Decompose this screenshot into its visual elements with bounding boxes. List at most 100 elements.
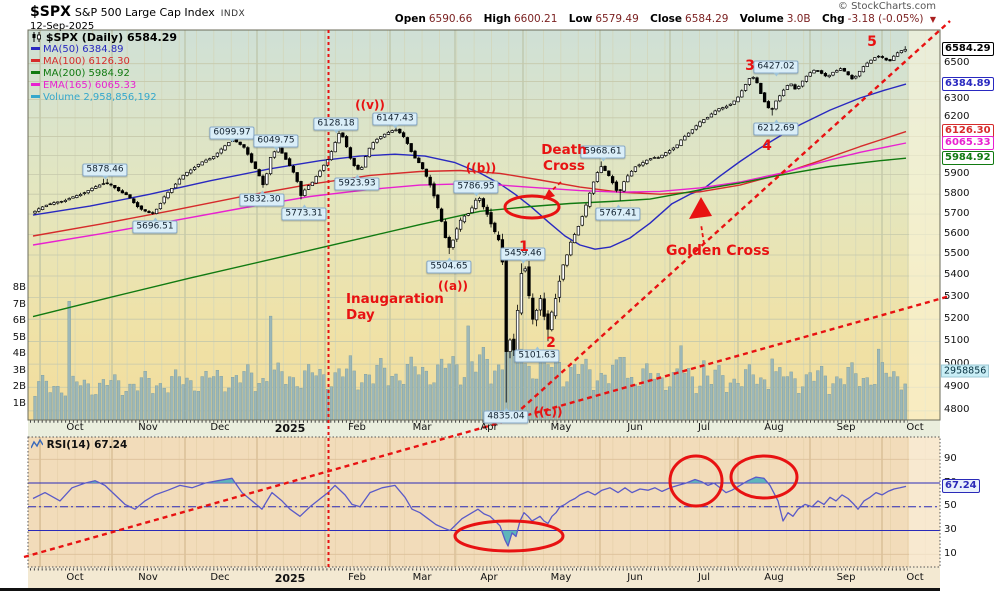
- legend-item-ema165: EMA(165) 6065.33: [31, 80, 177, 92]
- price-callout: 5101.63: [514, 346, 560, 363]
- price-axis-tick: 5200: [944, 312, 970, 324]
- high-label: High: [483, 13, 511, 25]
- volume-legend-value: 2,958,856,192: [83, 92, 157, 103]
- legend-title: $SPX (Daily) 6584.29: [45, 31, 178, 44]
- price-axis-tick: 5900: [944, 168, 970, 180]
- open-label: Open: [394, 13, 426, 25]
- rsi-axis-tick: 10: [944, 547, 957, 559]
- ma100-value: 6126.30: [88, 56, 130, 67]
- elliott-number-label: 2: [546, 335, 556, 351]
- price-axis-box: 6384.89: [942, 77, 994, 92]
- price-callout: 6212.69: [753, 119, 799, 136]
- month-label: Feb: [348, 572, 366, 583]
- legend-item-volume: Volume 2,958,856,192: [31, 92, 177, 104]
- ma200-label: MA(200): [43, 68, 86, 79]
- price-axis-tick: 5300: [944, 290, 970, 302]
- month-label: Aug: [764, 572, 784, 583]
- rsi-line: [32, 476, 907, 547]
- chart-date: 12-Sep-2025: [30, 21, 95, 32]
- price-axis-tick: 5400: [944, 269, 970, 281]
- chg-dropdown-icon[interactable]: ▼: [929, 15, 936, 24]
- price-callout: 5767.41: [595, 204, 641, 221]
- price-callout: 5504.65: [426, 257, 472, 274]
- month-label: 2025: [274, 572, 306, 585]
- price-callout: 6049.75: [253, 134, 299, 151]
- index-name: S&P 500 Large Cap Index: [74, 6, 215, 19]
- volume-axis-tick: 7B: [12, 298, 26, 310]
- price-callout: 6128.18: [313, 117, 359, 134]
- title-block: $SPX S&P 500 Large Cap Index INDX 12-Sep-2…: [30, 1, 245, 32]
- month-label: Jun: [627, 422, 643, 433]
- golden-cross-arrow: [689, 197, 712, 219]
- high-value: 6600.21: [514, 13, 558, 25]
- price-callout: 5459.46: [500, 247, 546, 264]
- volume-axis-tick: 2B: [12, 381, 26, 392]
- month-label: Nov: [138, 572, 158, 583]
- legend-item-ma100: MA(100) 6126.30: [31, 56, 177, 68]
- elliott-number-label: 1: [519, 239, 529, 255]
- price-callout: 5773.31: [281, 204, 327, 221]
- ma-line-MA50: [32, 83, 907, 250]
- rsi-axis-tick: 90: [944, 452, 957, 464]
- elliott-wave-label: ((b)): [465, 161, 497, 175]
- price-callout: 5878.46: [82, 163, 128, 180]
- elliott-wave-label: ((c)): [533, 405, 563, 419]
- ma200-swatch: [31, 71, 40, 74]
- price-axis-tick: 6500: [944, 57, 970, 69]
- price-callout: 5968.61: [580, 145, 626, 162]
- volume-axis-tick: 1B: [12, 397, 26, 409]
- symbol: $SPX: [30, 4, 71, 20]
- month-label: 2025: [274, 422, 306, 435]
- ma50-swatch: [31, 47, 40, 50]
- price-axis-tick: 5700: [944, 207, 970, 219]
- month-label: Dec: [210, 422, 230, 433]
- ema165-swatch: [31, 83, 40, 86]
- volume-swatch: [31, 95, 40, 98]
- month-label: Apr: [480, 422, 498, 433]
- quote-bar: Open 6590.66 High 6600.21 Low 6579.49 Close…: [387, 13, 936, 25]
- month-label: Dec: [210, 572, 230, 583]
- quote-block: © StockCharts.com Open 6590.66 High 6600.2…: [387, 1, 936, 25]
- rsi-axis-tick: 30: [944, 524, 957, 536]
- price-callout: 6099.97: [209, 126, 255, 143]
- ma50-label: MA(50): [43, 44, 79, 55]
- month-label: Jul: [697, 572, 711, 583]
- volume-axis-tick: 6B: [12, 315, 26, 326]
- month-label: Oct: [906, 572, 924, 583]
- chg-label: Chg: [821, 13, 845, 25]
- price-axis-box: 5984.92: [942, 151, 994, 166]
- volume-axis-tick: 3B: [12, 364, 26, 376]
- legend-item-ma200: MA(200) 5984.92: [31, 68, 177, 80]
- ma100-swatch: [31, 59, 40, 62]
- price-axis-tick: 5500: [944, 248, 970, 260]
- elliott-number-label: 4: [762, 138, 772, 154]
- annotation-text: Death Cross: [541, 142, 587, 174]
- legend-item-ma50: MA(50) 6384.89: [31, 44, 177, 56]
- price-callout: 5832.30: [239, 190, 285, 207]
- elliott-wave-label: ((v)): [355, 98, 385, 112]
- month-label: Mar: [412, 422, 432, 433]
- price-axis-tick: 4900: [944, 380, 970, 392]
- volume-axis-tick: 8B: [12, 282, 26, 293]
- ema165-label: EMA(165): [43, 80, 92, 91]
- volume-label: Volume: [739, 13, 784, 25]
- open-value: 6590.66: [428, 13, 473, 25]
- close-label: Close: [650, 13, 683, 25]
- month-label: Jun: [627, 572, 643, 583]
- stockcharts-credit: © StockCharts.com: [837, 1, 936, 12]
- annotation-text: Golden Cross: [666, 243, 770, 259]
- exchange: INDX: [220, 9, 246, 19]
- rsi-legend-label: RSI(14) 67.24: [46, 439, 128, 451]
- month-label: Mar: [412, 572, 432, 583]
- price-callout: 5696.51: [132, 217, 178, 234]
- ma200-value: 5984.92: [88, 68, 130, 79]
- month-label: Nov: [138, 422, 158, 433]
- elliott-number-label: 3: [745, 58, 755, 74]
- price-callout: 4835.04: [483, 407, 529, 424]
- elliott-wave-label: ((a)): [437, 279, 469, 293]
- price-axis-tick: 5100: [944, 334, 970, 346]
- elliott-number-label: 5: [867, 34, 877, 50]
